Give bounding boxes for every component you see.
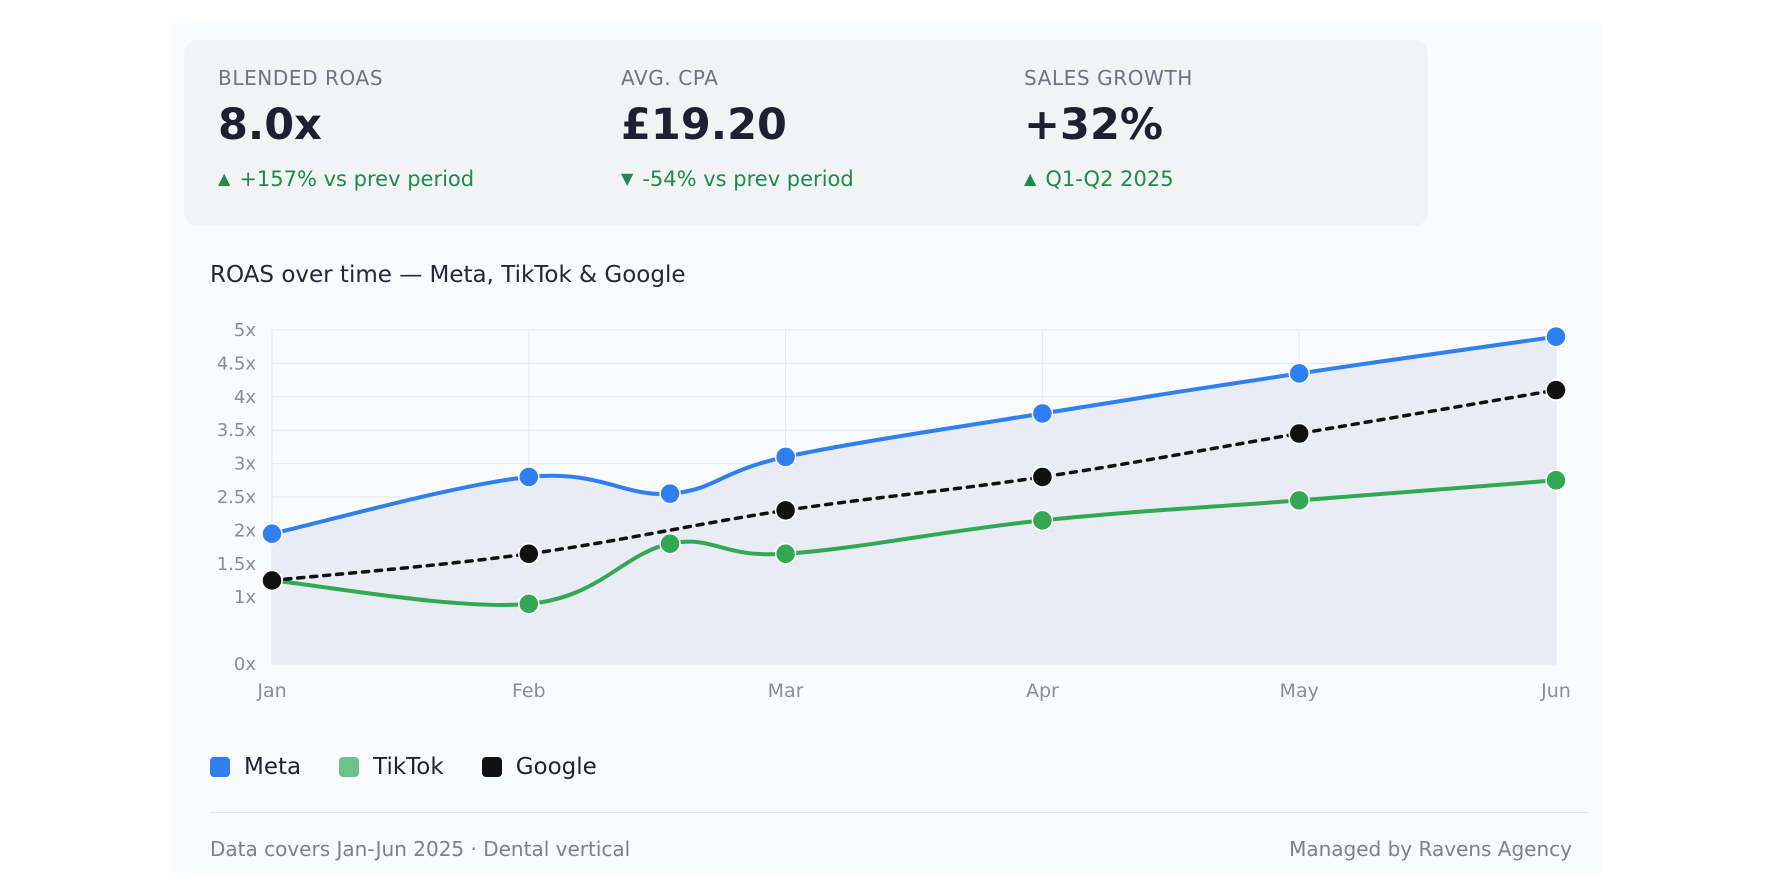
series-line-google [270, 388, 1558, 583]
y-tick-label: 0x [234, 654, 256, 675]
data-point-tiktok [659, 533, 681, 555]
footer-note: Data covers Jan-Jun 2025 · Dental vertic… [210, 837, 631, 861]
up-arrow-icon: ▲ [218, 169, 231, 188]
data-point-meta [261, 522, 283, 545]
data-point-meta [1031, 402, 1054, 425]
legend-label: Meta [244, 754, 302, 780]
meta-area-fill [272, 336, 1556, 664]
data-point-google [261, 569, 283, 592]
footer-divider [210, 812, 1588, 813]
kpi-value: £19.20 [621, 100, 787, 150]
x-tick-label: Apr [1026, 680, 1059, 702]
kpi-label: BLENDED ROAS [218, 66, 384, 90]
up-arrow-icon: ▲ [1024, 169, 1037, 188]
y-tick-label: 4.5x [217, 353, 257, 374]
data-point-google [1288, 422, 1310, 445]
data-point-google [1545, 379, 1567, 401]
data-point-tiktok [1545, 469, 1567, 492]
y-tick-label: 5x [234, 320, 256, 341]
legend-swatch-google [481, 757, 502, 777]
x-tick-label: May [1280, 680, 1319, 702]
kpi-label: AVG. CPA [621, 66, 719, 90]
footer-credit: Managed by Ravens Agency [1289, 837, 1572, 861]
x-tick-label: Mar [768, 680, 804, 702]
legend-swatch-meta [210, 757, 230, 777]
data-point-google [774, 499, 797, 522]
data-point-meta [1288, 362, 1310, 385]
legend-label: Google [515, 754, 597, 780]
chart-title: ROAS over time — Meta, TikTok & Google [210, 262, 686, 288]
kpi-delta: ▲ +157% vs prev period [218, 167, 588, 191]
kpi-card-avg-cpa: AVG. CPA £19.20 ▼ -54% vs prev period [587, 40, 1025, 226]
data-point-google [518, 543, 540, 565]
kpi-delta-text: Q1-Q2 2025 [1045, 167, 1174, 191]
data-point-google [1031, 466, 1054, 488]
y-tick-label: 1x [234, 587, 256, 608]
kpi-value: +32% [1024, 100, 1163, 150]
x-tick-label: Jun [1540, 680, 1571, 702]
kpi-delta-text: +157% vs prev period [239, 167, 475, 191]
data-point-meta [1545, 325, 1567, 348]
dashboard-card: BLENDED ROAS 8.0x ▲ +157% vs prev period … [172, 22, 1602, 874]
y-tick-label: 1.5x [217, 554, 257, 575]
y-tick-label: 2x [234, 520, 256, 541]
kpi-label: SALES GROWTH [1024, 66, 1193, 90]
kpi-card-blended-roas: BLENDED ROAS 8.0x ▲ +157% vs prev period [184, 40, 622, 226]
kpi-delta-text: -54% vs prev period [642, 167, 854, 191]
y-tick-label: 3.5x [217, 420, 257, 441]
y-tick-label: 4x [234, 387, 256, 408]
kpi-delta: ▲ Q1-Q2 2025 [1024, 167, 1394, 191]
data-point-tiktok [774, 543, 797, 565]
data-point-meta [659, 482, 681, 505]
data-point-tiktok [1288, 489, 1310, 512]
data-point-meta [518, 466, 540, 488]
roas-line-chart: 0x 1x 1.5x 2x 2.5x 3x 3.5x 4x 4.5x 5x Jan Feb Mar Apr… [217, 320, 1571, 702]
legend-label: TikTok [373, 754, 444, 780]
data-point-tiktok [1031, 509, 1054, 532]
kpi-delta: ▼ -54% vs prev period [621, 167, 991, 191]
legend-item-meta[interactable]: Meta [210, 754, 301, 780]
y-tick-label: 2.5x [217, 487, 257, 508]
legend-item-google[interactable]: Google [481, 754, 597, 780]
x-tick-label: Feb [512, 680, 546, 702]
y-tick-label: 3x [234, 454, 256, 475]
data-point-meta [774, 446, 797, 468]
x-tick-label: Jan [256, 680, 286, 702]
data-point-tiktok [518, 593, 540, 615]
kpi-value: 8.0x [218, 100, 322, 150]
down-arrow-icon: ▼ [621, 169, 634, 188]
chart-legend: Meta TikTok Google [210, 754, 597, 780]
kpi-card-sales-growth: SALES GROWTH +32% ▲ Q1-Q2 2025 [990, 40, 1428, 226]
legend-item-tiktok[interactable]: TikTok [339, 754, 444, 780]
legend-swatch-tiktok [339, 757, 360, 777]
